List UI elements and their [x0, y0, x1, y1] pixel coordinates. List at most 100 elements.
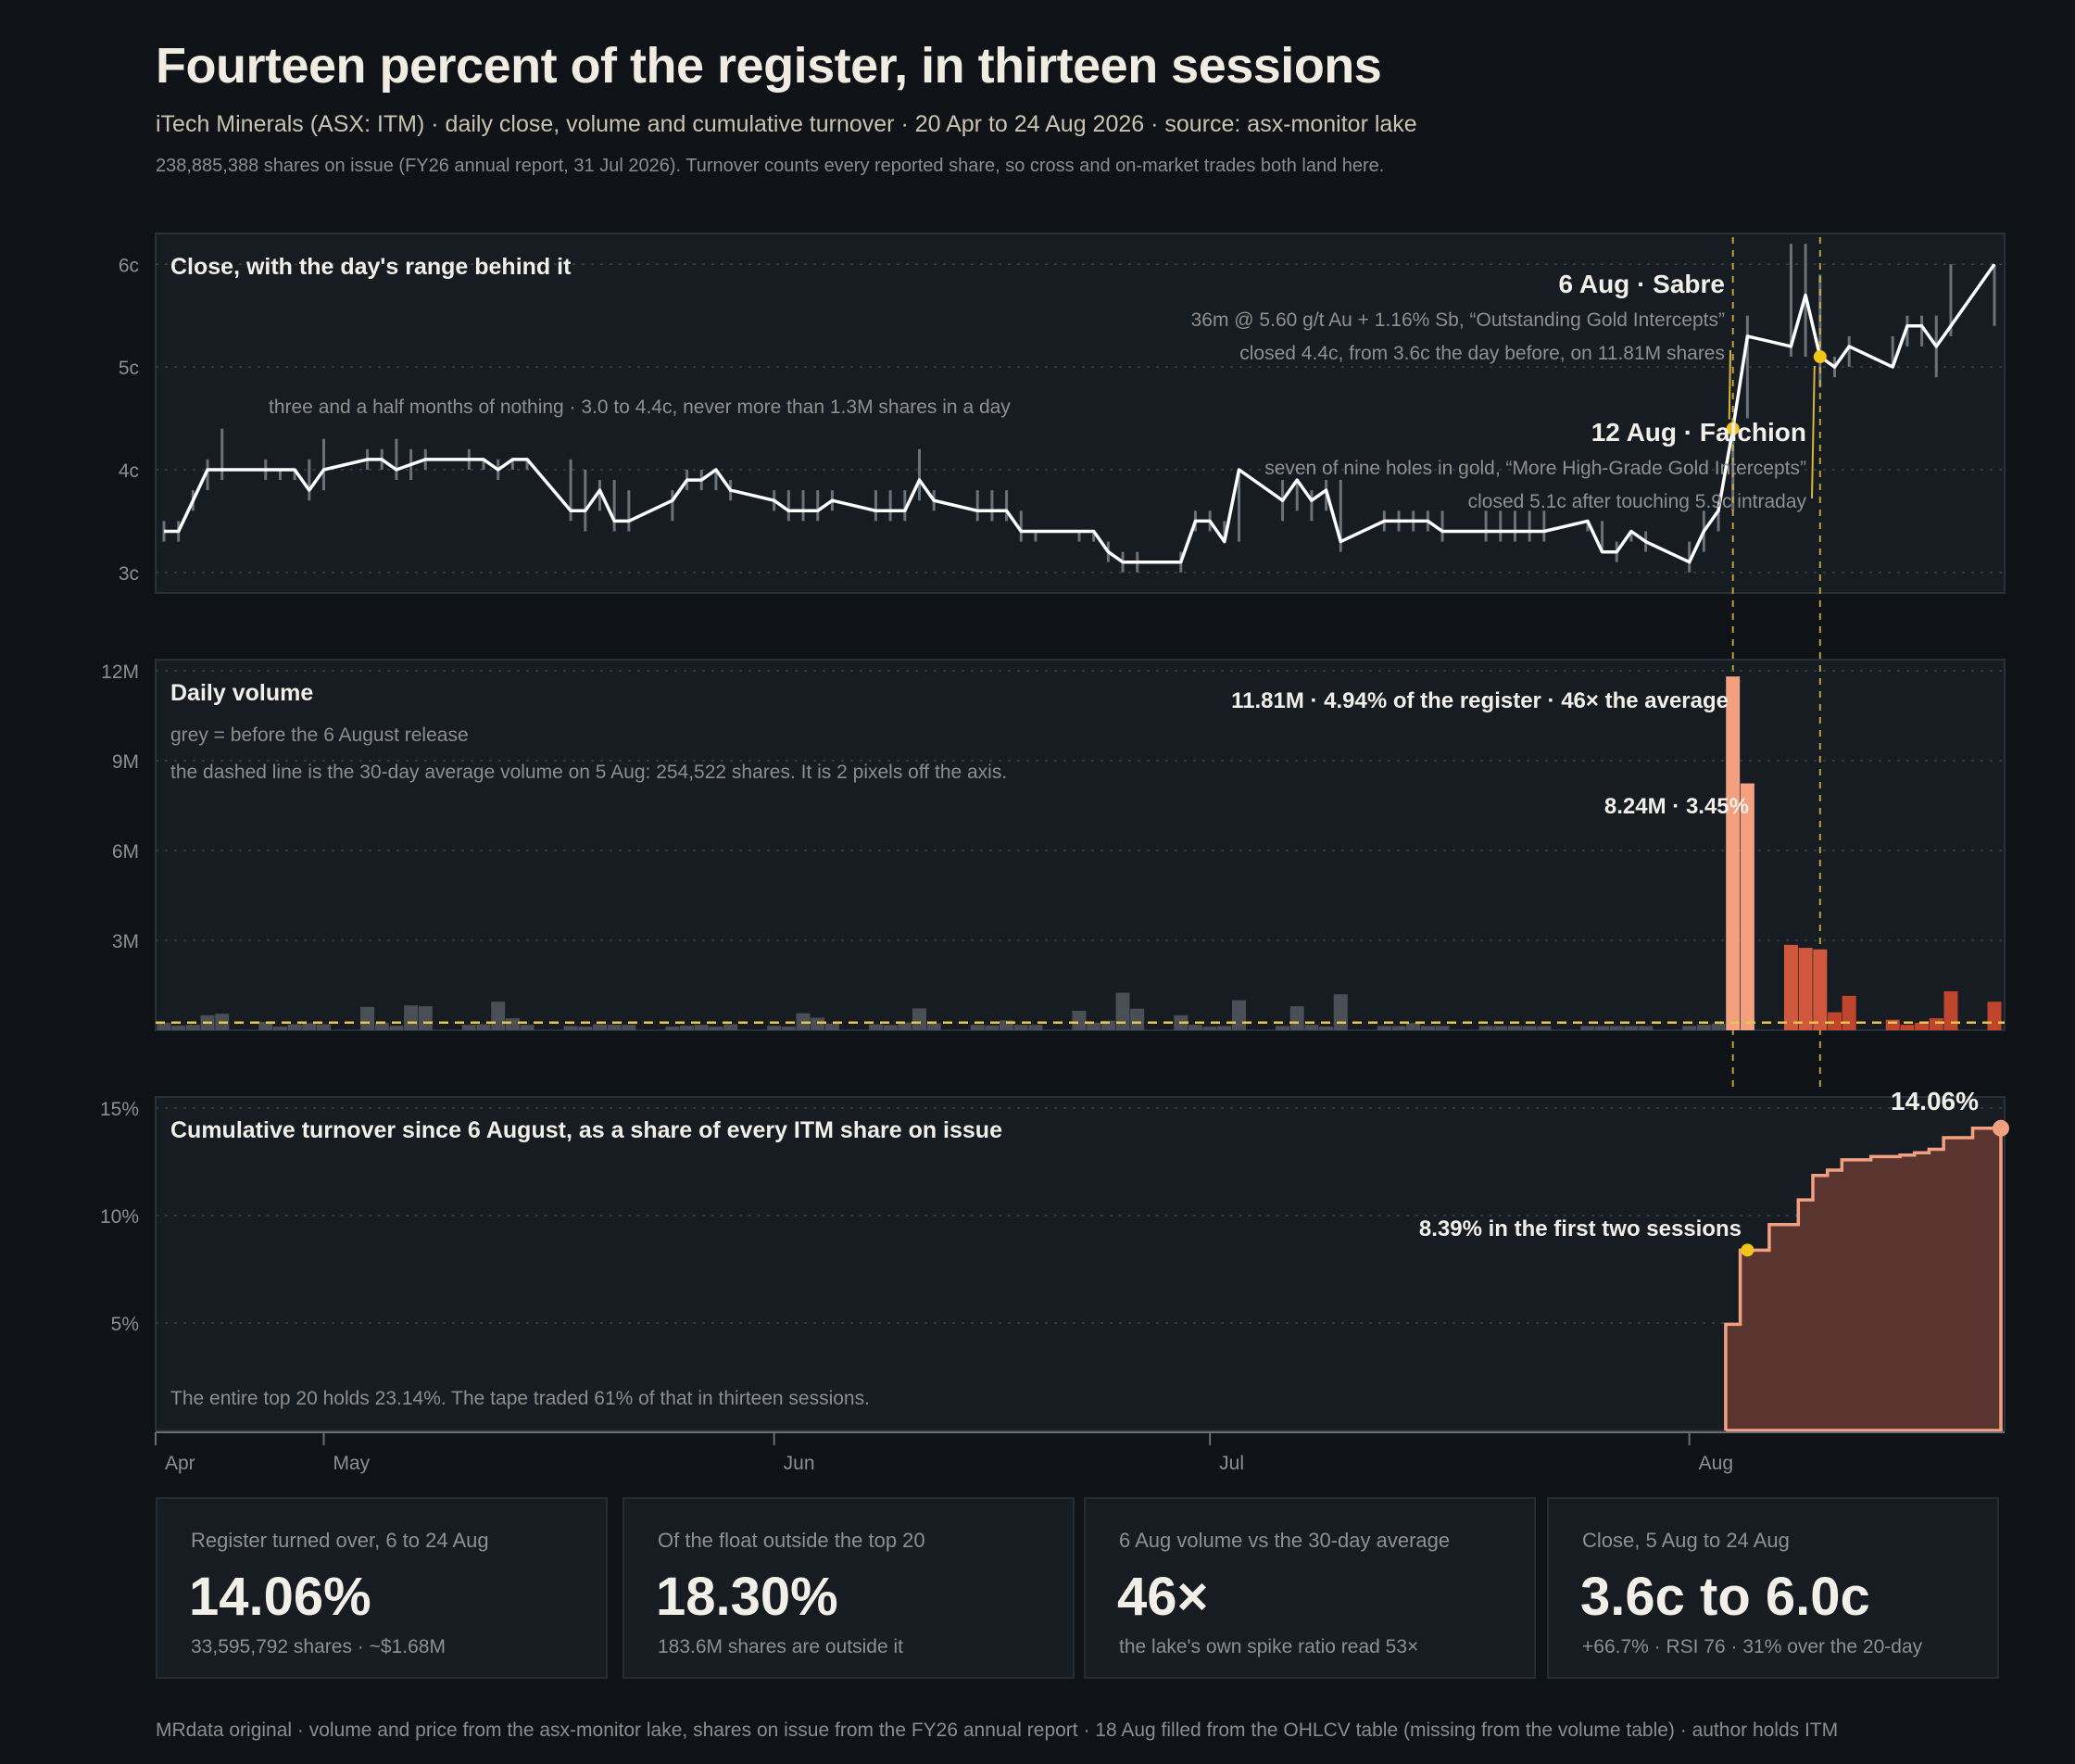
volume-bar [1915, 1022, 1930, 1030]
volume-bar [1072, 1010, 1087, 1030]
volume-bar [476, 1024, 491, 1030]
two-session-marker-dot [1741, 1243, 1754, 1257]
volume-bar [418, 1006, 433, 1030]
kpi-card-close: Close, 5 Aug to 24 Aug 3.6c to 6.0c +66.… [1547, 1497, 1999, 1679]
volume-bar [1232, 1000, 1247, 1030]
volume-bar [1202, 1027, 1217, 1030]
cumulative-step-line [1724, 1127, 2003, 1432]
volume-bar [607, 1025, 622, 1030]
page-title: Fourteen percent of the register, in thi… [156, 38, 1382, 94]
x-axis-tick-label: May [333, 1453, 371, 1474]
kpi-label: Close, 5 Aug to 24 Aug [1582, 1529, 1790, 1552]
turnover-tick-label: 10% [100, 1206, 139, 1228]
volume-bar [1885, 1019, 1900, 1030]
volume-bar [302, 1023, 317, 1030]
volume-bar [157, 1022, 171, 1030]
cumulative-end-dot [1993, 1119, 2009, 1137]
volume-bar [1100, 1020, 1115, 1030]
panel-frame-2 [155, 659, 2006, 1031]
volume-tick-label: 3M [112, 931, 139, 952]
volume-bar [1580, 1026, 1595, 1030]
kpi-value: 18.30% [656, 1567, 838, 1627]
volume-bar [287, 1024, 302, 1030]
footer-note: MRdata original · volume and price from … [156, 1720, 1839, 1741]
volume-bar [970, 1025, 985, 1030]
volume-bar [985, 1025, 1000, 1030]
price-tick-label: 4c [119, 460, 139, 482]
page-subtitle: iTech Minerals (ASX: ITM) · daily close,… [156, 111, 1417, 137]
volume-bar [1696, 1025, 1711, 1030]
volume-bar [709, 1027, 723, 1030]
kpi-value: 46× [1117, 1567, 1209, 1627]
volume-bar [1740, 783, 1754, 1030]
volume-bar [258, 1021, 273, 1030]
volume-bar [1406, 1023, 1421, 1030]
volume-note: grey = before the 6 August release [170, 724, 469, 746]
kpi-card-register: Register turned over, 6 to 24 Aug 14.06%… [156, 1497, 608, 1679]
volume-bar [1000, 1020, 1014, 1030]
volume-bar [1987, 1002, 2002, 1030]
volume-bar [1217, 1026, 1232, 1030]
kpi-label: 6 Aug volume vs the 30-day average [1119, 1529, 1451, 1552]
volume-bar [811, 1017, 825, 1030]
volume-bar [171, 1026, 186, 1030]
sabre-leader-line [1728, 349, 1731, 420]
close-line [164, 263, 1996, 564]
volume-bar [767, 1026, 782, 1030]
volume-bar [622, 1025, 636, 1030]
falchion-annotation-line: closed 5.1c after touching 5.9c intraday [1468, 491, 1807, 512]
kpi-value: 14.06% [189, 1567, 371, 1627]
kpi-value: 3.6c to 6.0c [1580, 1567, 1870, 1627]
volume-bar [1798, 948, 1813, 1030]
volume-bar [694, 1025, 709, 1030]
volume-bar [912, 1008, 926, 1030]
volume-note: the dashed line is the 30-day average vo… [170, 762, 1007, 783]
volume-bar [1478, 1026, 1493, 1030]
volume-tick-label: 6M [112, 841, 139, 863]
volume-bar [1522, 1026, 1537, 1030]
release-marker-dot-1 [1726, 422, 1740, 435]
volume-bar [1609, 1026, 1624, 1030]
volume-tick-label: 9M [112, 751, 139, 773]
volume-bar [781, 1027, 796, 1030]
kpi-label: Register turned over, 6 to 24 Aug [191, 1529, 489, 1552]
volume-bar [665, 1027, 680, 1030]
volume-bar [1276, 1026, 1290, 1030]
volume-bar [1711, 1023, 1726, 1030]
volume-bar [1188, 1025, 1202, 1030]
kpi-sub: 183.6M shares are outside it [658, 1636, 903, 1657]
volume-bar [1842, 995, 1856, 1030]
volume-bar [1130, 1008, 1145, 1030]
volume-bar [389, 1026, 404, 1030]
sabre-annotation-line: closed 4.4c, from 3.6c the day before, o… [1239, 343, 1725, 364]
kpi-card-float: Of the float outside the top 20 18.30% 1… [622, 1497, 1075, 1679]
volume-bar [272, 1027, 287, 1030]
volume-bar [185, 1025, 200, 1030]
kpi-sub: the lake's own spike ratio read 53× [1119, 1636, 1419, 1657]
volume-bar [1087, 1022, 1101, 1030]
cumulative-end-label: 14.06% [1891, 1087, 1979, 1115]
volume-bar [1319, 1027, 1334, 1030]
volume-bar [578, 1027, 593, 1030]
price-tick-label: 5c [119, 358, 139, 379]
volume-bar [1493, 1026, 1508, 1030]
volume-bar [1639, 1026, 1654, 1030]
volume-bar [360, 1006, 375, 1030]
volume-bar [1813, 949, 1828, 1030]
volume-bar [1624, 1026, 1639, 1030]
volume-bar [1115, 992, 1130, 1030]
volume-bar [1435, 1026, 1450, 1030]
sabre-annotation-line: 36m @ 5.60 g/t Au + 1.16% Sb, “Outstandi… [1191, 309, 1725, 331]
volume-bar [680, 1026, 695, 1030]
price-tick-label: 3c [119, 563, 139, 585]
volume-bar [1537, 1026, 1552, 1030]
price-panel-title: Close, with the day's range behind it [170, 254, 572, 280]
kpi-label: Of the float outside the top 20 [658, 1529, 925, 1552]
volume-bar [1333, 994, 1348, 1030]
volume-bar [1595, 1026, 1610, 1030]
volume-bar [1943, 990, 1958, 1030]
volume-bar [317, 1024, 332, 1030]
volume-panel-title: Daily volume [170, 680, 313, 706]
volume-bar [824, 1023, 839, 1030]
